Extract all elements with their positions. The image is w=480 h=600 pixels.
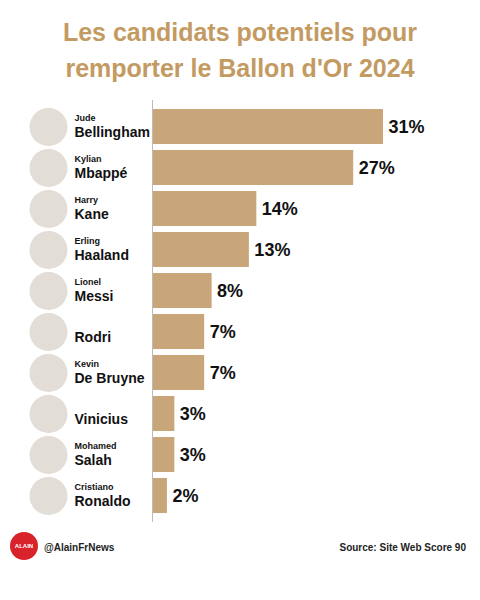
svg-text:3%: 3% — [180, 404, 206, 424]
svg-text:Vinicius: Vinicius — [75, 411, 129, 427]
svg-text:Mbappé: Mbappé — [75, 165, 128, 181]
svg-text:Lionel: Lionel — [75, 277, 102, 287]
svg-text:Cristiano: Cristiano — [75, 482, 115, 492]
svg-text:Rodri: Rodri — [75, 329, 112, 345]
svg-text:8%: 8% — [217, 281, 243, 301]
svg-text:7%: 7% — [210, 322, 236, 342]
svg-text:Haaland: Haaland — [75, 247, 129, 263]
svg-text:Kylian: Kylian — [75, 154, 102, 164]
svg-text:7%: 7% — [210, 363, 236, 383]
svg-text:Bellingham: Bellingham — [75, 124, 150, 140]
svg-text:Ronaldo: Ronaldo — [75, 493, 131, 509]
svg-text:2%: 2% — [172, 486, 198, 506]
html-text:ALAIN: ALAIN — [14, 543, 34, 549]
svg-text:Kane: Kane — [75, 206, 109, 222]
svg-text:14%: 14% — [262, 199, 298, 219]
svg-text:De Bruyne: De Bruyne — [75, 370, 145, 386]
svg-text:Harry: Harry — [75, 195, 99, 205]
html-text:@AlainFrNews: @AlainFrNews — [44, 542, 115, 553]
svg-text:31%: 31% — [389, 117, 425, 137]
svg-text:Erling: Erling — [75, 236, 101, 246]
html-text:Source: Site Web Score 90: Source: Site Web Score 90 — [339, 542, 466, 553]
html-text:Les candidats potentiels pour: Les candidats potentiels pour remporter … — [62, 18, 418, 82]
svg-text:27%: 27% — [359, 158, 395, 178]
svg-text:13%: 13% — [254, 240, 290, 260]
svg-text:3%: 3% — [180, 445, 206, 465]
svg-text:Mohamed: Mohamed — [75, 441, 117, 451]
svg-text:Kevin: Kevin — [75, 359, 100, 369]
svg-text:Messi: Messi — [75, 288, 114, 304]
svg-text:Jude: Jude — [75, 113, 96, 123]
svg-text:Salah: Salah — [75, 452, 112, 468]
